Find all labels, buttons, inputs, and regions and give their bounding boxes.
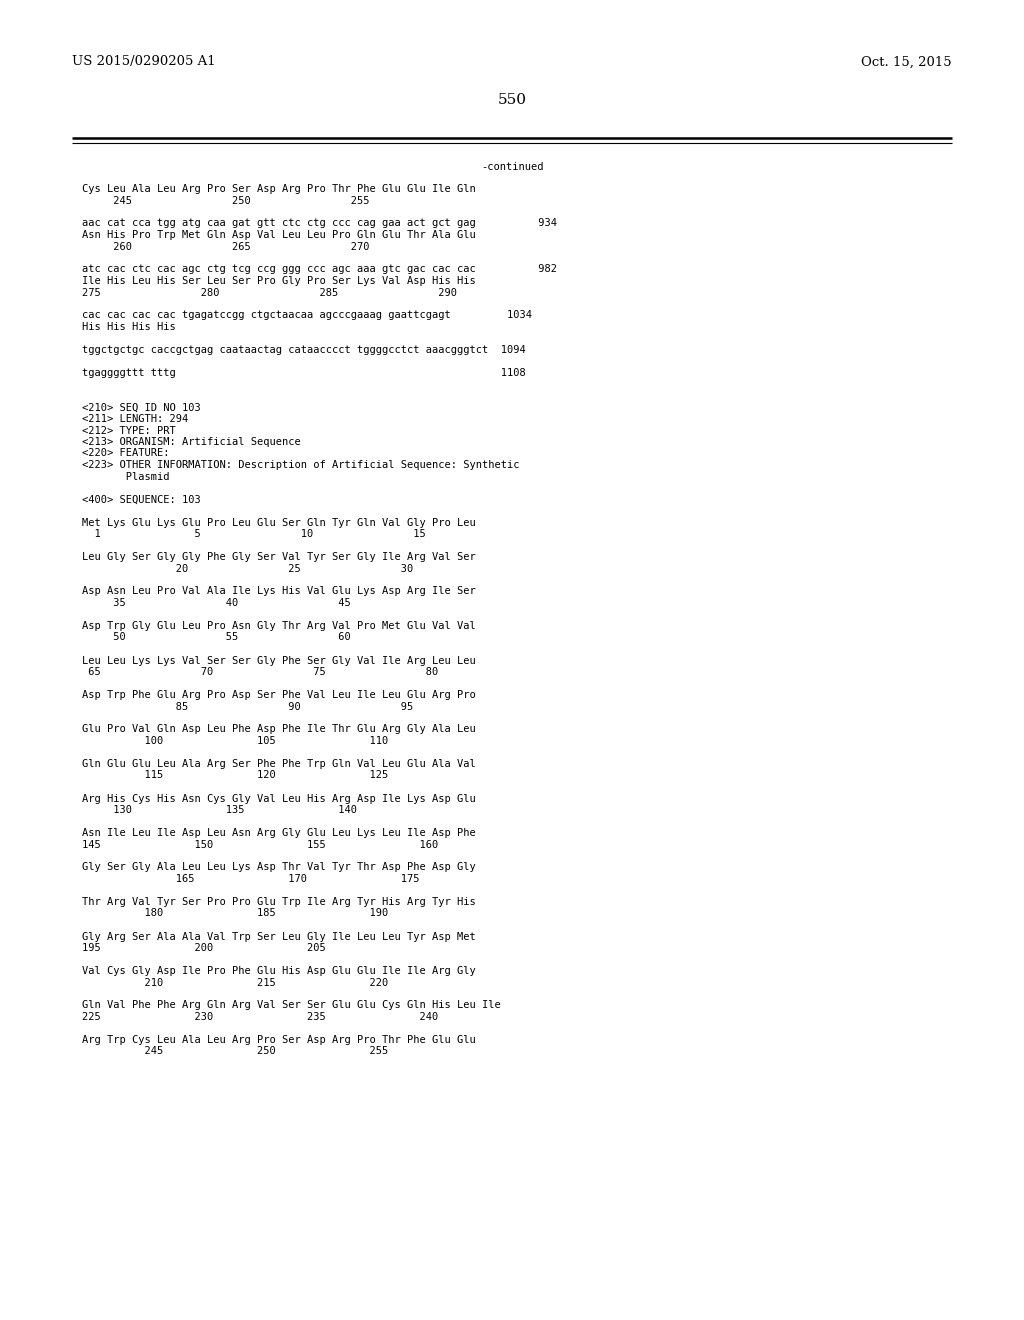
Text: Glu Pro Val Gln Asp Leu Phe Asp Phe Ile Thr Glu Arg Gly Ala Leu: Glu Pro Val Gln Asp Leu Phe Asp Phe Ile … [82,725,476,734]
Text: Leu Gly Ser Gly Gly Phe Gly Ser Val Tyr Ser Gly Ile Arg Val Ser: Leu Gly Ser Gly Gly Phe Gly Ser Val Tyr … [82,552,476,562]
Text: 100               105               110: 100 105 110 [82,737,388,746]
Text: 245                250                255: 245 250 255 [82,195,370,206]
Text: 245               250               255: 245 250 255 [82,1047,388,1056]
Text: 1               5                10                15: 1 5 10 15 [82,529,426,539]
Text: 85                90                95: 85 90 95 [82,701,414,711]
Text: Asn His Pro Trp Met Gln Asp Val Leu Leu Pro Gln Glu Thr Ala Glu: Asn His Pro Trp Met Gln Asp Val Leu Leu … [82,230,476,240]
Text: <212> TYPE: PRT: <212> TYPE: PRT [82,425,176,436]
Text: 20                25                30: 20 25 30 [82,564,414,573]
Text: His His His His: His His His His [82,322,176,333]
Text: 65                70                75                80: 65 70 75 80 [82,667,438,677]
Text: -continued: -continued [480,162,544,172]
Text: Oct. 15, 2015: Oct. 15, 2015 [861,55,952,69]
Text: 180               185               190: 180 185 190 [82,908,388,919]
Text: Asn Ile Leu Ile Asp Leu Asn Arg Gly Glu Leu Lys Leu Ile Asp Phe: Asn Ile Leu Ile Asp Leu Asn Arg Gly Glu … [82,828,476,838]
Text: tgaggggttt tttg                                                    1108: tgaggggttt tttg 1108 [82,368,525,378]
Text: Asp Trp Phe Glu Arg Pro Asp Ser Phe Val Leu Ile Leu Glu Arg Pro: Asp Trp Phe Glu Arg Pro Asp Ser Phe Val … [82,690,476,700]
Text: Arg His Cys His Asn Cys Gly Val Leu His Arg Asp Ile Lys Asp Glu: Arg His Cys His Asn Cys Gly Val Leu His … [82,793,476,804]
Text: aac cat cca tgg atg caa gat gtt ctc ctg ccc cag gaa act gct gag          934: aac cat cca tgg atg caa gat gtt ctc ctg … [82,219,557,228]
Text: Leu Leu Lys Lys Val Ser Ser Gly Phe Ser Gly Val Ile Arg Leu Leu: Leu Leu Lys Lys Val Ser Ser Gly Phe Ser … [82,656,476,665]
Text: 35                40                45: 35 40 45 [82,598,351,609]
Text: Gly Ser Gly Ala Leu Leu Lys Asp Thr Val Tyr Thr Asp Phe Asp Gly: Gly Ser Gly Ala Leu Leu Lys Asp Thr Val … [82,862,476,873]
Text: Asp Asn Leu Pro Val Ala Ile Lys His Val Glu Lys Asp Arg Ile Ser: Asp Asn Leu Pro Val Ala Ile Lys His Val … [82,586,476,597]
Text: 115               120               125: 115 120 125 [82,771,388,780]
Text: US 2015/0290205 A1: US 2015/0290205 A1 [72,55,216,69]
Text: 165               170               175: 165 170 175 [82,874,420,884]
Text: cac cac cac cac tgagatccgg ctgctaacaa agcccgaaag gaattcgagt         1034: cac cac cac cac tgagatccgg ctgctaacaa ag… [82,310,532,321]
Text: Gly Arg Ser Ala Ala Val Trp Ser Leu Gly Ile Leu Leu Tyr Asp Met: Gly Arg Ser Ala Ala Val Trp Ser Leu Gly … [82,932,476,941]
Text: Gln Glu Glu Leu Ala Arg Ser Phe Phe Trp Gln Val Leu Glu Ala Val: Gln Glu Glu Leu Ala Arg Ser Phe Phe Trp … [82,759,476,770]
Text: Cys Leu Ala Leu Arg Pro Ser Asp Arg Pro Thr Phe Glu Glu Ile Gln: Cys Leu Ala Leu Arg Pro Ser Asp Arg Pro … [82,183,476,194]
Text: <213> ORGANISM: Artificial Sequence: <213> ORGANISM: Artificial Sequence [82,437,301,447]
Text: Gln Val Phe Phe Arg Gln Arg Val Ser Ser Glu Glu Cys Gln His Leu Ile: Gln Val Phe Phe Arg Gln Arg Val Ser Ser … [82,1001,501,1011]
Text: 260                265                270: 260 265 270 [82,242,370,252]
Text: Ile His Leu His Ser Leu Ser Pro Gly Pro Ser Lys Val Asp His His: Ile His Leu His Ser Leu Ser Pro Gly Pro … [82,276,476,286]
Text: 210               215               220: 210 215 220 [82,978,388,987]
Text: <220> FEATURE:: <220> FEATURE: [82,449,170,458]
Text: 130               135               140: 130 135 140 [82,805,357,814]
Text: tggctgctgc caccgctgag caataactag cataacccct tggggcctct aaacgggtct  1094: tggctgctgc caccgctgag caataactag cataacc… [82,345,525,355]
Text: <223> OTHER INFORMATION: Description of Artificial Sequence: Synthetic: <223> OTHER INFORMATION: Description of … [82,459,519,470]
Text: Met Lys Glu Lys Glu Pro Leu Glu Ser Gln Tyr Gln Val Gly Pro Leu: Met Lys Glu Lys Glu Pro Leu Glu Ser Gln … [82,517,476,528]
Text: Plasmid: Plasmid [82,471,170,482]
Text: <210> SEQ ID NO 103: <210> SEQ ID NO 103 [82,403,201,412]
Text: atc cac ctc cac agc ctg tcg ccg ggg ccc agc aaa gtc gac cac cac          982: atc cac ctc cac agc ctg tcg ccg ggg ccc … [82,264,557,275]
Text: 275                280                285                290: 275 280 285 290 [82,288,457,297]
Text: Asp Trp Gly Glu Leu Pro Asn Gly Thr Arg Val Pro Met Glu Val Val: Asp Trp Gly Glu Leu Pro Asn Gly Thr Arg … [82,620,476,631]
Text: Thr Arg Val Tyr Ser Pro Pro Glu Trp Ile Arg Tyr His Arg Tyr His: Thr Arg Val Tyr Ser Pro Pro Glu Trp Ile … [82,898,476,907]
Text: <211> LENGTH: 294: <211> LENGTH: 294 [82,414,188,424]
Text: 225               230               235               240: 225 230 235 240 [82,1012,438,1022]
Text: <400> SEQUENCE: 103: <400> SEQUENCE: 103 [82,495,201,504]
Text: 50                55                60: 50 55 60 [82,632,351,643]
Text: Arg Trp Cys Leu Ala Leu Arg Pro Ser Asp Arg Pro Thr Phe Glu Glu: Arg Trp Cys Leu Ala Leu Arg Pro Ser Asp … [82,1035,476,1045]
Text: 195               200               205: 195 200 205 [82,942,326,953]
Text: 145               150               155               160: 145 150 155 160 [82,840,438,850]
Text: 550: 550 [498,92,526,107]
Text: Val Cys Gly Asp Ile Pro Phe Glu His Asp Glu Glu Ile Ile Arg Gly: Val Cys Gly Asp Ile Pro Phe Glu His Asp … [82,966,476,975]
